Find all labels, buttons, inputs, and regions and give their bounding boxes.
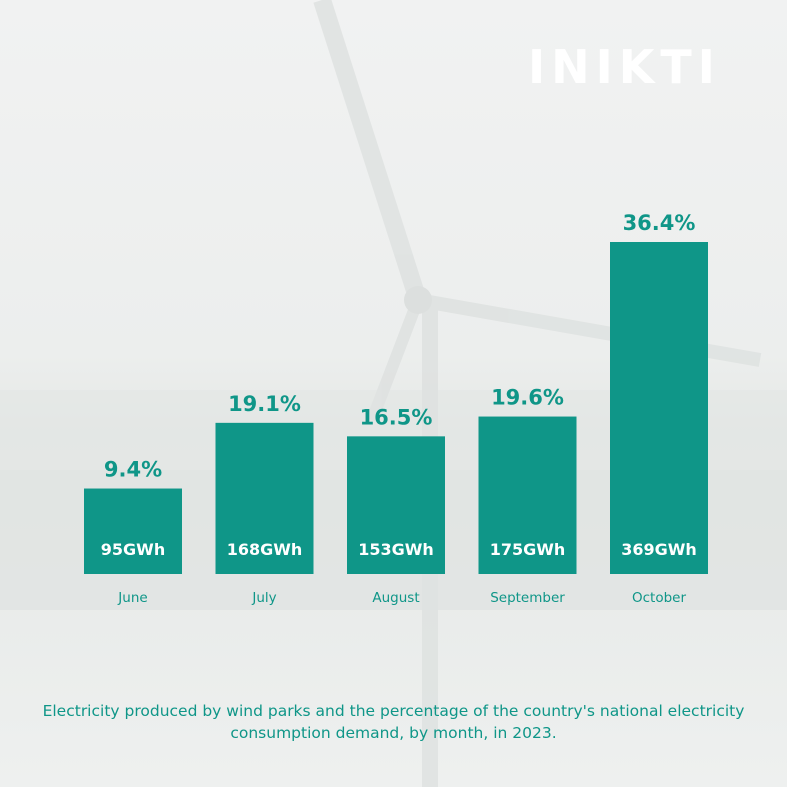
- bar-june: [84, 488, 182, 574]
- category-label-june: June: [117, 590, 147, 606]
- category-label-october: October: [632, 590, 686, 606]
- bar-july: [215, 422, 314, 574]
- bar-october: [610, 242, 708, 574]
- value-label-september: 175GWh: [490, 540, 566, 559]
- percent-label-august: 16.5%: [360, 405, 433, 429]
- percent-label-september: 19.6%: [491, 386, 564, 410]
- inikti-logo: INIKTI: [528, 40, 721, 94]
- bar-september: [478, 416, 577, 574]
- value-label-july: 168GWh: [227, 540, 303, 559]
- percent-label-june: 9.4%: [104, 458, 162, 482]
- category-label-september: September: [490, 590, 565, 606]
- category-label-august: August: [372, 590, 419, 606]
- percent-label-october: 36.4%: [623, 211, 696, 235]
- bar-august: [347, 436, 445, 574]
- percent-label-july: 19.1%: [228, 392, 301, 416]
- value-label-august: 153GWh: [358, 540, 434, 559]
- value-label-october: 369GWh: [621, 540, 697, 559]
- chart-caption: Electricity produced by wind parks and t…: [42, 702, 745, 742]
- value-label-june: 95GWh: [101, 540, 165, 559]
- category-label-july: July: [251, 590, 276, 606]
